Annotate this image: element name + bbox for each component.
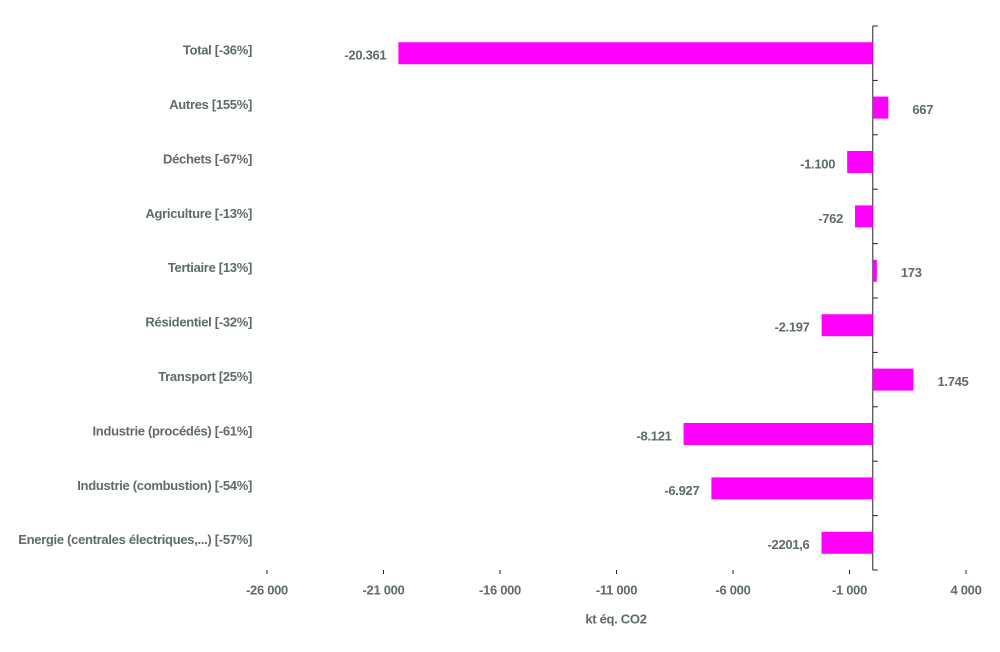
x-tick-label: 4 000	[950, 582, 981, 597]
y-tick-label: Energie (centrales électriques,...) [-57…	[18, 532, 252, 547]
bar	[821, 531, 873, 554]
bar	[872, 96, 889, 119]
bar	[398, 42, 873, 65]
y-tick-label: Transport [25%]	[158, 369, 252, 384]
value-label: 667	[912, 102, 933, 117]
y-tick-label: Tertiaire [13%]	[168, 260, 252, 275]
value-label: -1.100	[800, 156, 835, 171]
bar	[872, 259, 877, 282]
x-tick-label: -11 000	[596, 582, 637, 597]
bar	[683, 423, 873, 445]
bar	[711, 477, 873, 500]
value-label: -2201,6	[768, 537, 810, 552]
y-tick-label: Total [-36%]	[183, 43, 252, 58]
value-label: -20.361	[344, 48, 386, 63]
y-tick-label: Industrie (procédés) [-61%]	[93, 423, 253, 438]
x-tick-label: -26 000	[246, 582, 288, 597]
y-tick-label: Déchets [-67%]	[163, 151, 252, 166]
x-tick-label: -21 000	[363, 582, 405, 597]
value-label: -2.197	[775, 320, 810, 335]
value-label: -8.121	[637, 428, 672, 443]
value-label: -6.927	[664, 483, 699, 498]
bar	[872, 368, 914, 391]
bar	[855, 205, 873, 228]
value-label: 173	[901, 265, 922, 280]
y-tick-label: Agriculture [-13%]	[145, 206, 252, 221]
y-tick-label: Industrie (combustion) [-54%]	[77, 478, 252, 493]
value-label: -762	[818, 211, 843, 226]
bar	[821, 314, 873, 337]
x-tick-label: -1 000	[832, 582, 867, 597]
y-tick-label: Autres [155%]	[169, 97, 252, 112]
x-tick-label: -6 000	[715, 582, 750, 597]
value-label: 1.745	[937, 374, 968, 389]
bar	[847, 151, 873, 173]
x-tick-label: -16 000	[479, 582, 521, 597]
x-axis-label: kt éq. CO2	[585, 611, 646, 626]
y-tick-label: Résidentiel [-32%]	[145, 315, 252, 330]
